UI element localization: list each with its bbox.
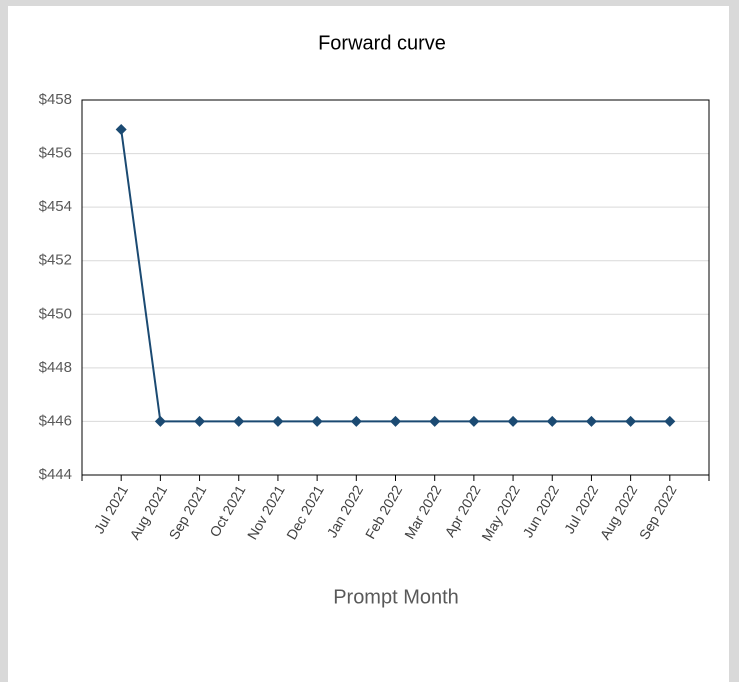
marker [585, 415, 597, 427]
y-tick-label: $446 [39, 412, 72, 429]
marker [194, 415, 206, 427]
chart-title: Forward curve [318, 32, 446, 54]
panel [8, 6, 729, 682]
y-tick-label: $448 [39, 359, 72, 376]
y-tick-label: $454 [39, 198, 72, 215]
y-tick-label: $458 [39, 91, 72, 108]
y-tick-label: $450 [39, 305, 72, 322]
marker [468, 415, 480, 427]
marker [115, 123, 127, 135]
y-tick-label: $444 [39, 466, 72, 483]
marker [350, 415, 362, 427]
marker [233, 415, 245, 427]
marker [311, 415, 323, 427]
marker [507, 415, 519, 427]
x-axis-label: Prompt Month [333, 586, 459, 608]
marker [154, 415, 166, 427]
marker [390, 415, 401, 427]
marker [625, 415, 637, 427]
y-tick-label: $452 [39, 252, 72, 269]
marker [546, 415, 558, 427]
marker [664, 415, 676, 427]
marker [272, 415, 284, 427]
y-tick-label: $456 [39, 145, 72, 162]
marker [429, 415, 441, 427]
